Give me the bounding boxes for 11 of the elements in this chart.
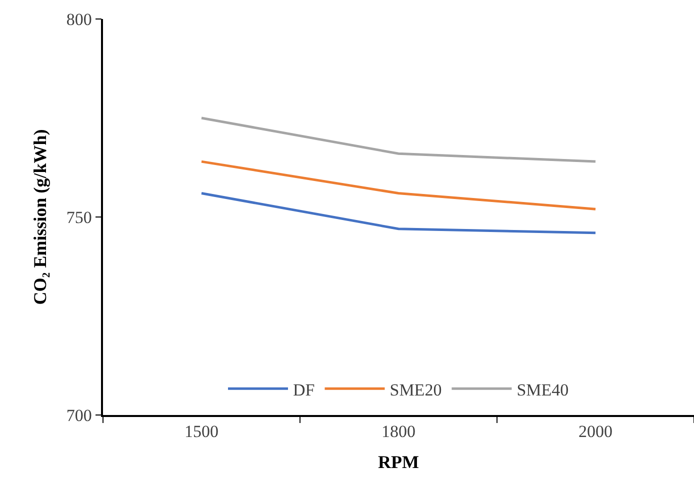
legend-label: SME20 bbox=[390, 380, 442, 400]
y-tick-label: 700 bbox=[66, 406, 92, 425]
y-tick-label: 800 bbox=[66, 10, 92, 29]
legend-label: SME40 bbox=[516, 380, 569, 400]
y-axis-title: CO₂ Emission (g/kWh) bbox=[30, 129, 50, 305]
y-tick-label: 750 bbox=[66, 208, 92, 227]
x-axis-title: RPM bbox=[378, 452, 419, 472]
x-tick-label: 1500 bbox=[184, 422, 218, 442]
legend-label: DF bbox=[293, 380, 315, 400]
x-tick-label: 2000 bbox=[578, 422, 612, 442]
x-tick-label: 1800 bbox=[382, 422, 416, 442]
